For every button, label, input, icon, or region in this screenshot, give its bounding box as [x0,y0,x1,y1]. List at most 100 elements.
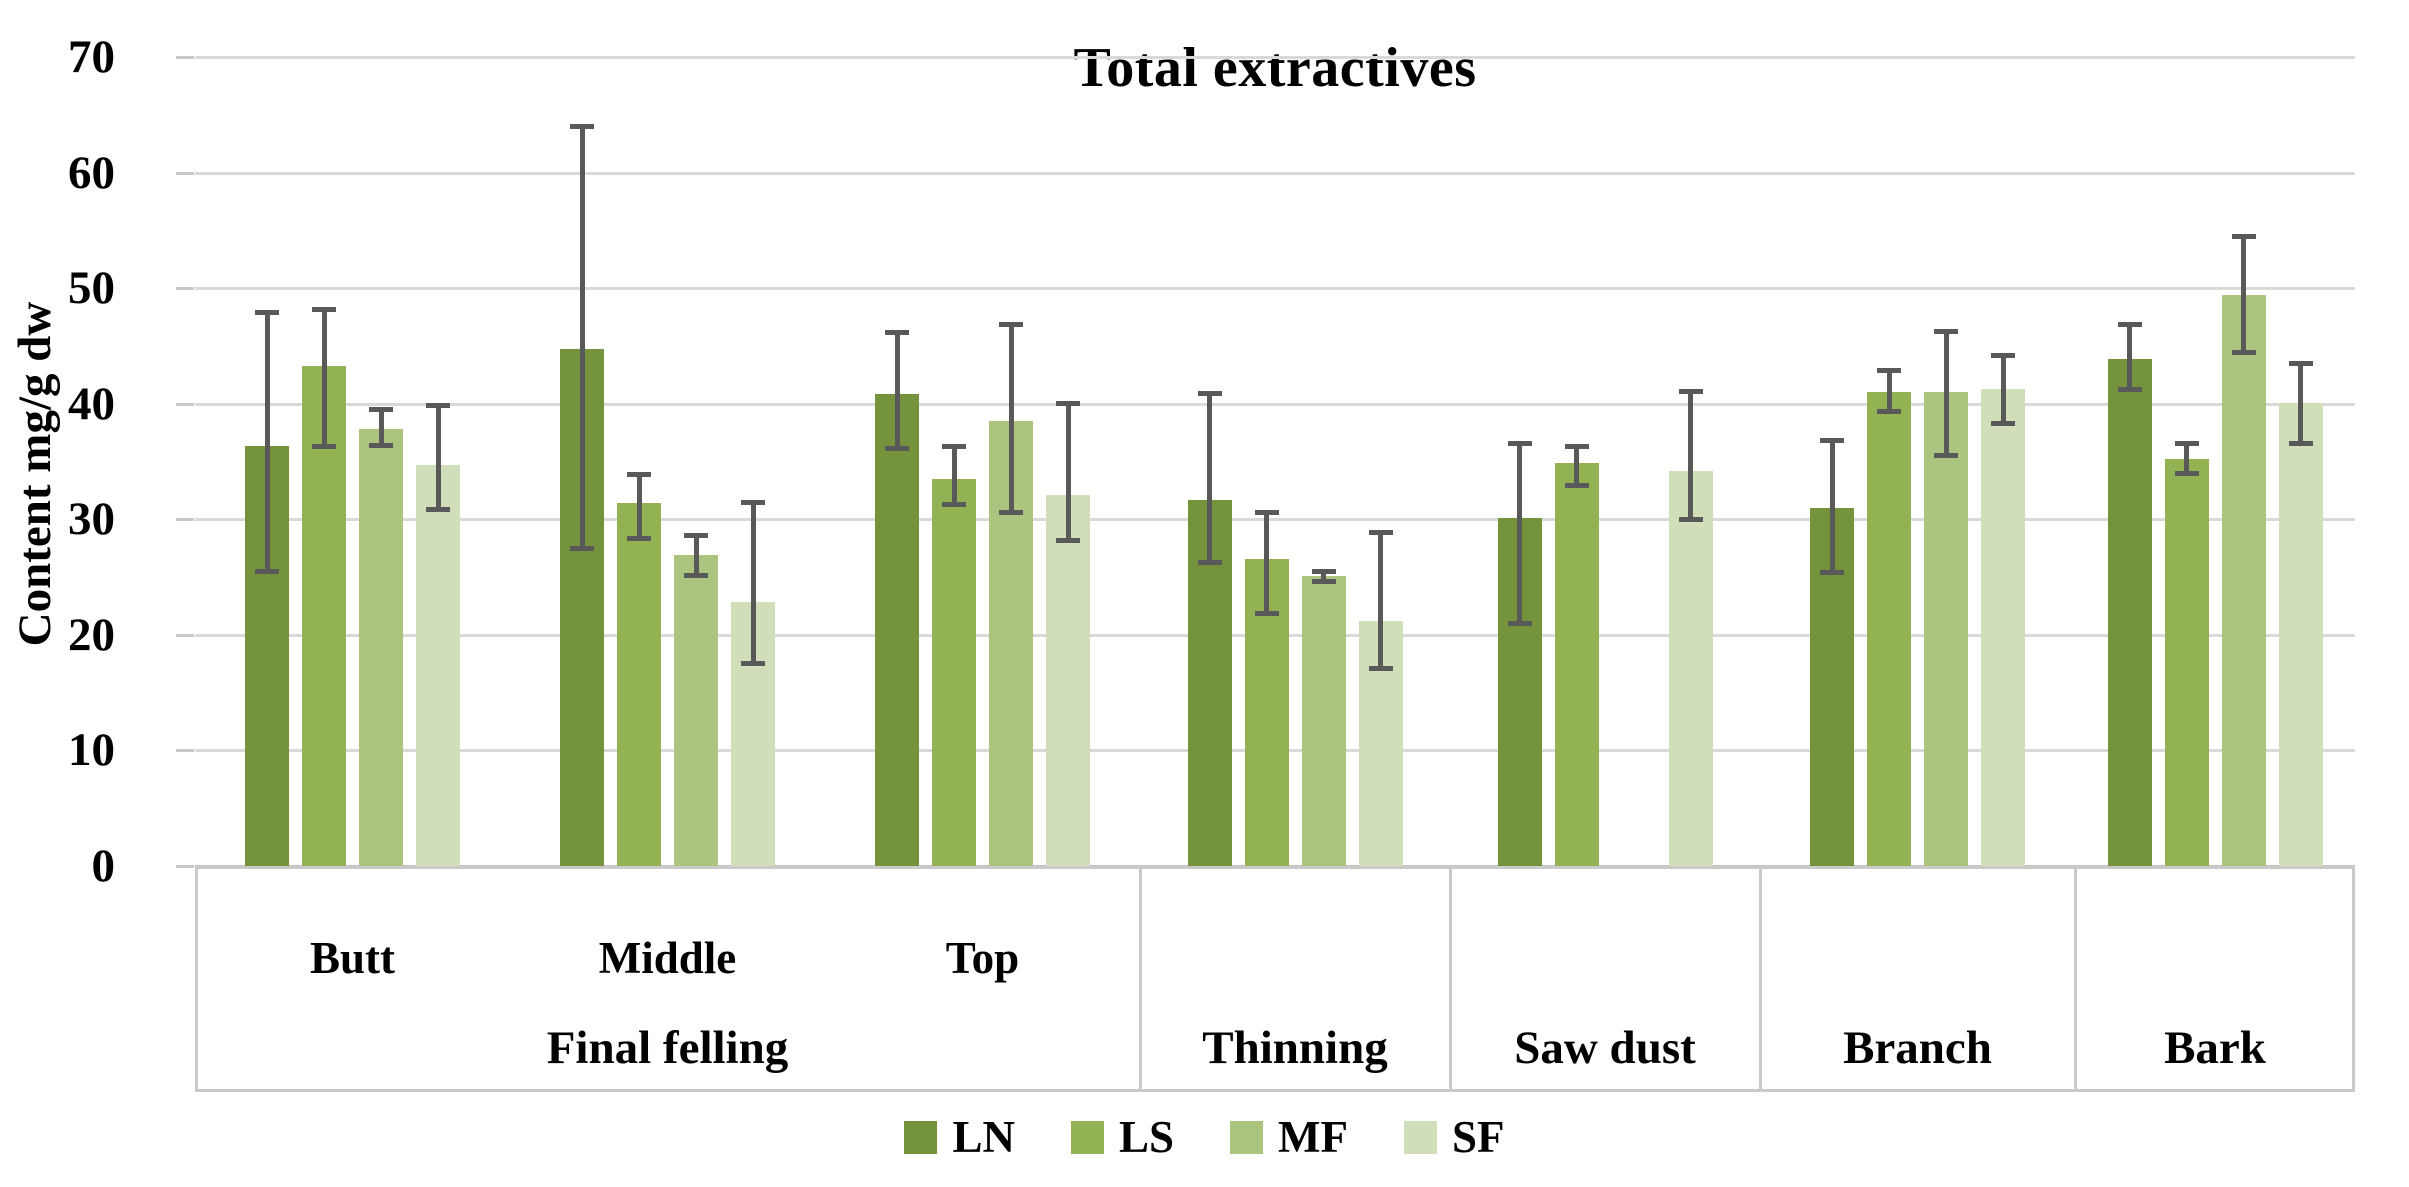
bar-LN-top [875,394,919,866]
y-tick-label-40: 40 [68,377,115,430]
y-tick-label-10: 10 [68,724,115,777]
sub-label-top: Top [945,933,1020,983]
error-bar-SF-middle [750,501,756,663]
gridline-50 [195,287,2355,291]
category-divider-3 [1759,866,1762,1092]
error-bar-LS-bark-bottom-cap [2174,471,2199,477]
error-bar-SF-top [1065,402,1071,541]
y-tick-10 [176,749,194,753]
error-bar-LS-butt-top-cap [312,306,336,312]
sub-label-butt: Butt [309,933,395,983]
error-bar-LS-thinning-top-cap [1254,510,1279,516]
bar-LN-bark [2107,358,2152,866]
gridline-30 [195,518,2355,522]
error-bar-LN-middle-top-cap [570,124,594,130]
error-bar-LN-bark-top-cap [2117,321,2142,327]
legend-label-MF: MF [1278,1112,1348,1162]
error-bar-MF-top-bottom-cap [999,510,1023,516]
error-bar-LN-thinning-bottom-cap [1197,560,1222,566]
error-bar-MF-middle-bottom-cap [684,572,708,578]
error-bar-MF-top [1008,323,1014,513]
y-tick-60 [176,171,194,175]
error-bar-LS-middle-top-cap [627,472,651,478]
error-bar-LS-bark-top-cap [2174,441,2199,446]
bar-MF-thinning [1301,575,1346,866]
bar-LS-middle [617,503,661,866]
error-bar-LS-branch-top-cap [1877,368,1901,374]
error-bar-SF-middle-bottom-cap [741,660,765,666]
error-bar-MF-bark-top-cap [2231,234,2256,240]
error-bar-MF-thinning [1321,571,1326,581]
error-bar-SF-thinning-top-cap [1368,529,1393,535]
error-bar-SF-saw-dust-top-cap [1678,389,1703,394]
y-tick-40 [176,402,194,406]
error-bar-LN-butt-bottom-cap [255,569,279,575]
error-bar-MF-butt [378,409,384,446]
error-bar-LS-thinning-bottom-cap [1254,610,1279,616]
error-bar-MF-middle [693,535,699,575]
error-bar-LS-top-top-cap [942,444,966,450]
error-bar-SF-thinning-bottom-cap [1368,666,1393,672]
bar-LS-branch [1867,392,1911,866]
section-label-saw-dust: Saw dust [1514,1022,1696,1074]
y-tick-50 [176,287,194,291]
error-bar-SF-butt-top-cap [426,402,450,408]
error-bar-LN-saw-dust-bottom-cap [1507,621,1532,627]
error-bar-LS-middle-bottom-cap [627,535,651,541]
category-divider-2 [1449,866,1452,1092]
error-bar-MF-middle-top-cap [684,533,708,539]
sub-label-middle: Middle [598,933,737,983]
error-bar-MF-butt-top-cap [369,407,393,413]
legend-label-LN: LN [952,1112,1015,1162]
y-tick-20 [176,633,194,637]
bar-SF-branch [1981,388,2025,866]
category-table-border [195,866,2355,1092]
error-bar-LS-saw-dust-top-cap [1564,444,1589,450]
error-bar-SF-top-top-cap [1056,400,1080,406]
legend-item-SF: SF [1404,1111,1505,1163]
section-label-final-felling: Final felling [546,1022,789,1074]
error-bar-LS-bark [2184,443,2189,474]
error-bar-LS-butt [321,308,327,447]
error-bar-SF-thinning [1378,531,1383,669]
bar-LS-top [932,478,976,866]
error-bar-SF-butt [435,404,441,509]
error-bar-MF-top-top-cap [999,321,1023,327]
gridline-40 [195,402,2355,406]
legend-item-LS: LS [1070,1111,1174,1163]
y-tick-label-70: 70 [68,31,115,83]
error-bar-LS-branch-bottom-cap [1877,408,1901,414]
section-label-bark: Bark [2164,1022,2266,1074]
error-bar-LN-branch-top-cap [1820,437,1844,443]
error-bar-SF-bark [2298,363,2303,443]
bar-LS-saw-dust [1554,462,1599,866]
legend-swatch-MF [1230,1120,1264,1154]
error-bar-SF-top-bottom-cap [1056,538,1080,544]
error-bar-MF-thinning-bottom-cap [1311,578,1336,584]
section-label-thinning: Thinning [1202,1022,1388,1074]
legend-swatch-LS [1070,1120,1104,1154]
y-tick-label-0: 0 [91,840,116,892]
bar-SF-butt [416,464,460,866]
bar-SF-bark [2278,402,2323,866]
error-bar-SF-branch-bottom-cap [1991,421,2015,427]
bar-SF-top [1046,495,1090,866]
error-bar-SF-saw-dust [1688,391,1693,520]
error-bar-SF-butt-bottom-cap [426,506,450,512]
error-bar-LN-saw-dust [1517,443,1522,624]
error-bar-LN-top-top-cap [885,330,909,336]
error-bar-LN-branch-bottom-cap [1820,570,1844,576]
error-bar-LS-top [951,446,957,505]
y-tick-30 [176,518,194,522]
error-bar-LS-top-bottom-cap [942,502,966,508]
error-bar-LN-thinning-top-cap [1197,391,1222,397]
error-bar-MF-branch-bottom-cap [1934,452,1958,458]
error-bar-LN-butt-top-cap [255,310,279,316]
error-bar-LN-saw-dust-top-cap [1507,441,1532,446]
category-divider-4 [2074,866,2077,1092]
error-bar-MF-branch [1943,330,1949,455]
error-bar-MF-bark-bottom-cap [2231,349,2256,355]
error-bar-MF-thinning-top-cap [1311,569,1336,575]
error-bar-LS-middle [636,474,642,538]
error-bar-SF-saw-dust-bottom-cap [1678,517,1703,523]
